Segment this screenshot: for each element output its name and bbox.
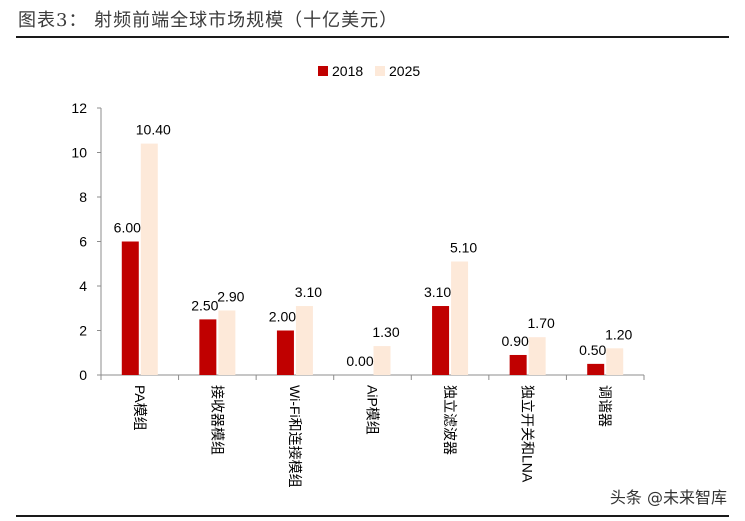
bar-2018	[509, 354, 527, 375]
footer-divider	[16, 515, 729, 517]
y-tick-label: 6	[79, 234, 87, 250]
bar-2018	[121, 241, 139, 375]
legend-label-2018: 2018	[332, 63, 363, 79]
y-tick-label: 4	[79, 278, 87, 294]
legend-label-2025: 2025	[389, 63, 420, 79]
x-category-label: PA模组	[132, 385, 148, 431]
legend-swatch-2025	[375, 66, 385, 76]
y-tick-label: 0	[79, 367, 87, 383]
data-label-2025: 1.70	[528, 315, 555, 331]
data-label-2025: 1.20	[605, 326, 632, 342]
data-label-2025: 10.40	[136, 122, 171, 138]
data-label-2025: 2.90	[217, 288, 244, 304]
bar-2025	[218, 310, 236, 375]
x-category-label: 接收器模组	[209, 385, 225, 455]
data-label-2018: 6.00	[114, 220, 141, 236]
bar-2018	[587, 363, 605, 375]
data-label-2018: 2.00	[269, 309, 296, 325]
watermark-text: 头条 @未来智库	[609, 488, 727, 507]
y-tick-label: 2	[79, 323, 87, 339]
data-label-2018: 0.50	[579, 342, 606, 358]
x-category-label: 调谐器	[597, 385, 613, 427]
legend-swatch-2018	[318, 66, 328, 76]
data-label-2025: 1.30	[372, 324, 399, 340]
y-tick-label: 10	[71, 145, 87, 161]
bar-2025	[140, 143, 158, 375]
x-category-label: 独立滤波器	[442, 385, 458, 455]
data-label-2025: 5.10	[450, 240, 477, 256]
data-label-2025: 3.10	[295, 284, 322, 300]
bar-2018	[199, 319, 217, 375]
bar-2025	[528, 337, 546, 375]
data-label-2018: 3.10	[424, 284, 451, 300]
bar-2018	[432, 306, 450, 375]
bar-2018	[276, 330, 294, 375]
bar-2025	[606, 348, 624, 375]
x-category-label: 独立开关和LNA	[520, 385, 536, 483]
data-label-2018: 0.00	[346, 353, 373, 369]
title-divider	[16, 36, 729, 38]
data-label-2018: 0.90	[502, 333, 529, 349]
page-title: 图表3： 射频前端全球市场规模（十亿美元）	[18, 10, 399, 31]
y-tick-label: 12	[71, 100, 87, 116]
bar-2025	[451, 261, 469, 375]
y-tick-label: 8	[79, 189, 87, 205]
bar-2025	[295, 306, 313, 375]
x-category-label: AiP模组	[365, 385, 381, 435]
x-category-label: Wi-Fi和连接模组	[287, 385, 303, 488]
bar-2025	[373, 346, 391, 375]
data-label-2018: 2.50	[191, 297, 218, 313]
